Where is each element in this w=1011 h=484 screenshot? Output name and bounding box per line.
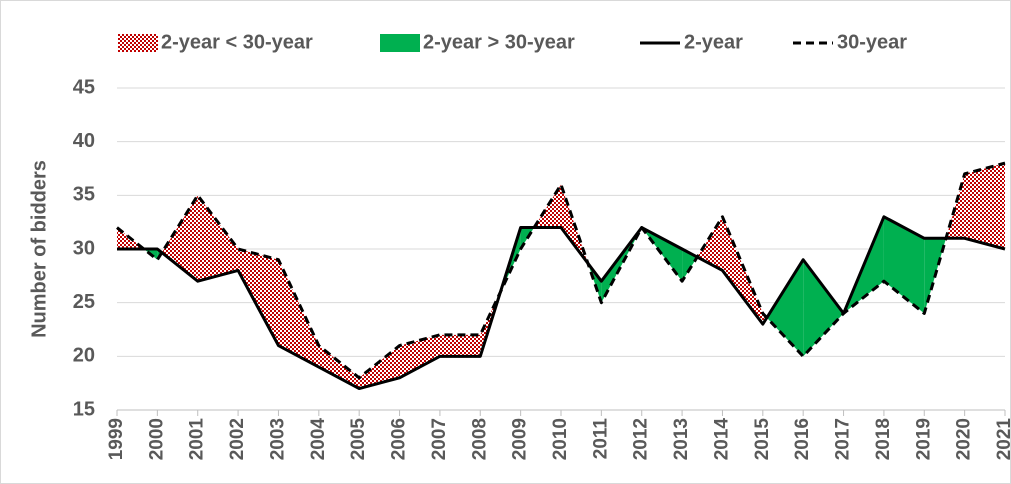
difference-area <box>924 238 947 314</box>
x-tick-label: 2018 <box>873 418 894 460</box>
difference-area <box>641 227 683 282</box>
x-tick-label: 2014 <box>711 418 732 461</box>
x-tick-label: 2019 <box>913 418 934 460</box>
series-line <box>116 161 1006 380</box>
legend-label: 2-year > 30-year <box>423 31 575 53</box>
difference-area <box>318 345 360 389</box>
x-tick-label: 2004 <box>308 418 329 461</box>
x-tick-label: 2005 <box>348 418 369 461</box>
series-line <box>117 215 1006 391</box>
x-tick-label: 2007 <box>429 418 450 460</box>
difference-area <box>399 334 440 378</box>
y-tick-label: 30 <box>73 237 95 259</box>
x-tick-label: 2016 <box>792 418 813 460</box>
difference-area <box>117 227 144 249</box>
y-tick-label: 15 <box>73 398 95 420</box>
x-tick-label: 2021 <box>994 418 1011 461</box>
x-tick-label: 2002 <box>227 418 248 460</box>
difference-area <box>238 249 279 346</box>
x-tick-label: 2020 <box>954 418 975 460</box>
x-tick-label: 2003 <box>267 418 288 460</box>
x-tick-label: 2011 <box>590 418 611 460</box>
difference-area <box>682 249 698 282</box>
x-tick-label: 1999 <box>106 418 127 460</box>
x-tick-label: 2009 <box>510 418 531 460</box>
y-tick-label: 45 <box>73 76 95 98</box>
difference-area <box>534 184 561 228</box>
x-tick-label: 2006 <box>389 418 410 460</box>
y-tick-label: 25 <box>73 291 95 313</box>
x-tick-label: 2017 <box>833 418 854 460</box>
difference-area <box>143 249 158 260</box>
legend-swatch <box>380 34 420 52</box>
difference-area <box>964 163 1005 249</box>
difference-area <box>278 259 319 368</box>
y-tick-label: 40 <box>73 130 95 152</box>
x-tick-label: 2001 <box>187 418 208 461</box>
legend-label: 2-year <box>684 31 743 53</box>
y-axis-label: Number of bidders <box>28 160 50 338</box>
y-tick-label: 35 <box>73 184 95 206</box>
difference-area <box>803 259 844 357</box>
x-tick-label: 2015 <box>752 418 773 461</box>
difference-area <box>766 259 804 357</box>
difference-area <box>197 195 239 282</box>
difference-area <box>161 195 198 282</box>
difference-area <box>883 216 925 314</box>
legend-swatch <box>118 34 158 52</box>
x-tick-label: 2010 <box>550 418 571 460</box>
legend-label: 30-year <box>837 31 907 53</box>
difference-area <box>439 334 481 357</box>
x-tick-label: 2012 <box>631 418 652 460</box>
y-tick-label: 20 <box>73 345 95 367</box>
difference-area <box>561 184 588 264</box>
difference-area <box>697 216 723 271</box>
x-tick-label: 2008 <box>469 418 490 460</box>
x-tick-label: 2013 <box>671 418 692 460</box>
difference-area <box>359 345 400 389</box>
legend-label: 2-year < 30-year <box>161 31 313 53</box>
x-tick-label: 2000 <box>146 418 167 460</box>
